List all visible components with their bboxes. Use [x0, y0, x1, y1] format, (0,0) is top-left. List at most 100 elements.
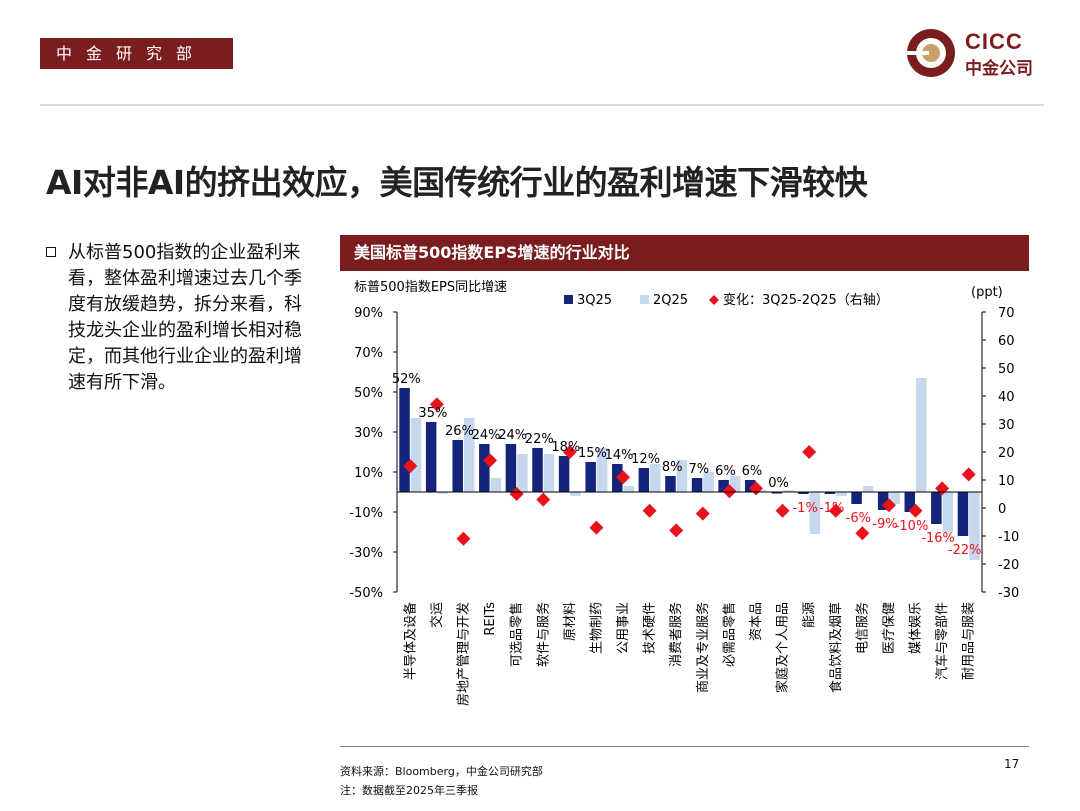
bar-value-label: 0% [768, 476, 789, 491]
change-marker [775, 503, 790, 518]
bar-3q25 [452, 440, 463, 492]
bar-value-label: 14% [605, 448, 634, 463]
y2-tick-label: 40 [998, 390, 1015, 405]
change-marker [403, 459, 418, 473]
bar-2q25 [836, 492, 847, 496]
bar-3q25 [877, 492, 889, 510]
bar-value-label: 18% [551, 440, 580, 455]
bar-2q25 [729, 476, 741, 492]
bar-2q25 [703, 472, 714, 492]
y2-tick-label: 0 [998, 502, 1006, 517]
bar-3q25 [558, 456, 570, 492]
bar-3q25 [798, 492, 809, 494]
y-tick-label: 50% [354, 386, 383, 401]
bar-2q25 [809, 492, 821, 534]
bar-value-label: -1% [792, 501, 817, 516]
y-tick-label: 30% [354, 426, 383, 441]
square-bullet-icon [46, 247, 56, 257]
data-note: 注：数据截至2025年三季报 [340, 784, 478, 797]
bar-2q25 [676, 460, 688, 492]
y-tick-label: -30% [349, 546, 383, 561]
bar-2q25 [490, 478, 502, 492]
y-tick-label: -10% [349, 506, 383, 521]
logo-text-cn: 中金公司 [965, 59, 1033, 79]
change-marker [855, 526, 870, 541]
bar-2q25 [463, 418, 475, 492]
y-tick-label: 70% [354, 346, 383, 361]
category-label: 房地产管理与开发 [455, 602, 471, 706]
bar-value-label: 24% [498, 428, 527, 443]
category-label: 必需品零售 [721, 602, 737, 667]
bar-3q25 [824, 492, 836, 494]
bar-value-label: 12% [631, 452, 660, 467]
category-label: 半导体及设备 [402, 602, 418, 680]
cicc-logo: CICC 中金公司 [905, 27, 1050, 81]
y2-tick-label: 70 [998, 306, 1015, 321]
bar-3q25 [691, 478, 703, 492]
bar-3q25 [931, 492, 942, 524]
plot-area: 90% 70% 50% 30% 10% -10% -30% -50% 70 60 50 40 30 20 1… [349, 306, 1019, 706]
legend-label-2q25: 2Q25 [653, 293, 688, 308]
y2-tick-label: 60 [998, 334, 1015, 349]
bar-value-label: -10% [895, 519, 929, 534]
bar-value-label: -22% [948, 543, 982, 558]
bar-2q25 [596, 448, 608, 492]
legend-marker-change [709, 295, 719, 305]
cicc-logo-icon [907, 29, 955, 77]
bar-2q25 [916, 378, 927, 492]
y2-tick-label: -10 [998, 530, 1019, 545]
bar-2q25 [756, 490, 767, 492]
change-marker [881, 498, 896, 513]
page-number: 17 [1004, 757, 1020, 771]
bar-3q25 [665, 476, 676, 492]
category-label: 耐用品与服装 [962, 602, 977, 680]
legend-swatch-3q25 [564, 295, 573, 304]
category-label: 食品饮料及烟草 [828, 602, 844, 693]
category-label: 可选品零售 [509, 602, 525, 667]
category-label: 电信服务 [854, 602, 870, 654]
bar-3q25 [771, 492, 783, 494]
y2-tick-label: 10 [998, 474, 1015, 489]
bar-value-label: -6% [846, 511, 871, 526]
bar-2q25 [410, 418, 422, 492]
change-marker [722, 484, 737, 499]
page-title: AI对非AI的挤出效应，美国传统行业的盈利增速下滑较快 [46, 163, 868, 202]
category-label: 交运 [429, 602, 445, 628]
bar-3q25 [585, 462, 596, 492]
bar-2q25 [543, 454, 555, 492]
change-marker [616, 470, 631, 485]
bar-3q25 [479, 444, 490, 492]
bar-3q25 [399, 388, 410, 492]
bar-value-label: 7% [688, 462, 709, 477]
y-tick-label: 90% [354, 306, 383, 321]
bar-2q25 [783, 490, 794, 492]
bar-value-label: 6% [742, 464, 763, 479]
change-marker [669, 523, 684, 538]
bar-value-label: 26% [445, 424, 474, 439]
bar-3q25 [957, 492, 969, 536]
chart-header: 美国标普500指数EPS增速的行业对比 [340, 235, 1029, 271]
bar-2q25 [517, 454, 528, 492]
y2-tick-label: -30 [998, 586, 1019, 601]
y2-axis-title: (ppt) [971, 285, 1003, 300]
y-tick-label: 10% [354, 466, 383, 481]
bar-value-label: 24% [472, 428, 501, 443]
y-axis-title: 标普500指数EPS同比增速 [354, 280, 507, 295]
logo-text-en: CICC [965, 29, 1023, 54]
bar-2q25 [650, 464, 661, 492]
change-marker [828, 503, 843, 518]
bar-2q25 [969, 492, 980, 560]
bar-value-label: 8% [662, 460, 683, 475]
bar-2q25 [889, 492, 900, 504]
y2-tick-label: -20 [998, 558, 1019, 573]
change-marker [429, 397, 444, 412]
bar-3q25 [718, 480, 729, 492]
legend-label-change: 变化：3Q25-2Q25（右轴） [723, 292, 889, 308]
legend-label-3q25: 3Q25 [577, 293, 612, 308]
footer-divider [340, 746, 1029, 747]
y-tick-label: -50% [349, 586, 383, 601]
bullet-point: 从标普500指数的企业盈利来看，整体盈利增速过去几个季度有放缓趋势，拆分来看，科… [46, 240, 308, 396]
change-marker [908, 503, 923, 518]
bar-2q25 [570, 492, 581, 496]
change-marker [483, 453, 498, 468]
